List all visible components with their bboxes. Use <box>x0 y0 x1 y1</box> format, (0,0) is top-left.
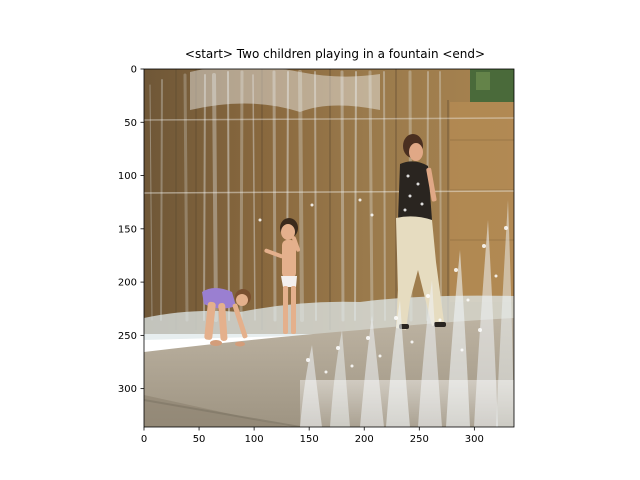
x-tick-label: 150 <box>300 434 319 445</box>
y-tick-label: 0 <box>131 65 137 76</box>
fountain-photo <box>144 69 514 427</box>
plot-title: <start> Two children playing in a founta… <box>185 47 485 61</box>
x-tick-label: 200 <box>355 434 374 445</box>
x-tick-label: 300 <box>465 434 484 445</box>
x-tick-label: 0 <box>141 434 147 445</box>
y-tick-label: 150 <box>118 224 137 235</box>
wall-panels <box>175 69 449 330</box>
y-tick-label: 100 <box>118 171 137 182</box>
top-water-sheet <box>190 69 380 112</box>
x-axis: 0 50 100 150 200 250 300 <box>141 427 484 445</box>
x-tick-label: 100 <box>245 434 264 445</box>
axes-frame <box>143 68 515 428</box>
y-tick-label: 50 <box>124 118 137 129</box>
child-standing <box>264 218 301 334</box>
y-tick-label: 300 <box>118 384 137 395</box>
child-bending <box>202 288 251 347</box>
y-axis: 0 50 100 150 200 250 300 <box>118 65 144 395</box>
spray-droplets <box>258 198 508 374</box>
foreground-spray <box>300 200 514 427</box>
y-tick-label: 250 <box>118 331 137 342</box>
y-tick-label: 200 <box>118 278 137 289</box>
x-tick-label: 50 <box>193 434 206 445</box>
water-streaks <box>149 70 442 322</box>
x-tick-label: 250 <box>410 434 429 445</box>
